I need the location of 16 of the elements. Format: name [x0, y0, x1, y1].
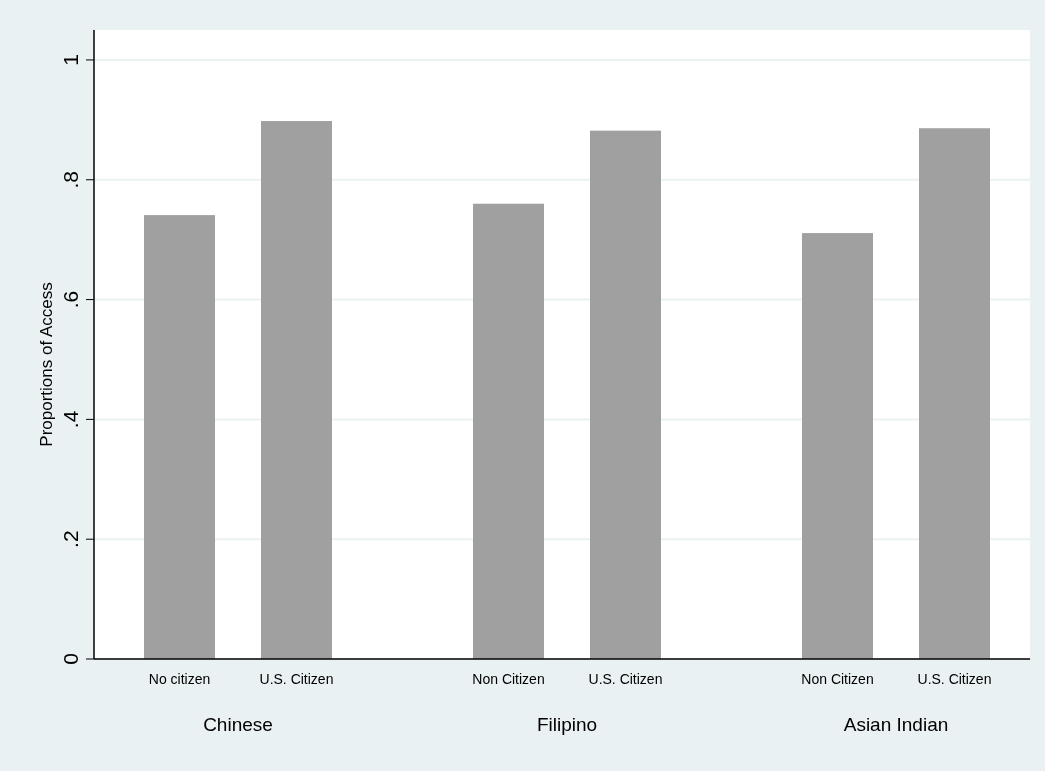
- x-tick-label: U.S. Citizen: [588, 671, 663, 687]
- x-tick-label: No citizen: [148, 671, 211, 687]
- y-tick-label: .8: [59, 171, 82, 189]
- y-tick-label: .6: [59, 290, 82, 309]
- text: Asian Indian: [843, 714, 949, 735]
- y-tick-label: .4: [59, 410, 82, 429]
- y-tick-label: 0: [59, 653, 82, 665]
- x-tick-label: Non Citizen: [801, 671, 874, 687]
- text: Filipino: [536, 714, 598, 735]
- text: Chinese: [203, 714, 273, 735]
- x-tick-label: U.S. Citizen: [917, 671, 992, 687]
- x-tick-label: Non Citizen: [472, 671, 545, 687]
- x-tick-label: U.S. Citizen: [259, 671, 334, 687]
- y-tick-label: 1: [59, 54, 82, 66]
- y-axis-title: Proportions of Access: [37, 282, 56, 447]
- y-tick-label: .2: [59, 530, 82, 548]
